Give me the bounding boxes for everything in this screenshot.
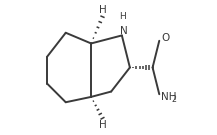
Text: H: H <box>99 120 106 130</box>
Text: N: N <box>120 26 128 36</box>
Text: H: H <box>99 5 106 15</box>
Text: NH: NH <box>161 92 177 102</box>
Text: 2: 2 <box>171 95 176 104</box>
Text: O: O <box>161 33 169 43</box>
Text: H: H <box>119 12 126 21</box>
